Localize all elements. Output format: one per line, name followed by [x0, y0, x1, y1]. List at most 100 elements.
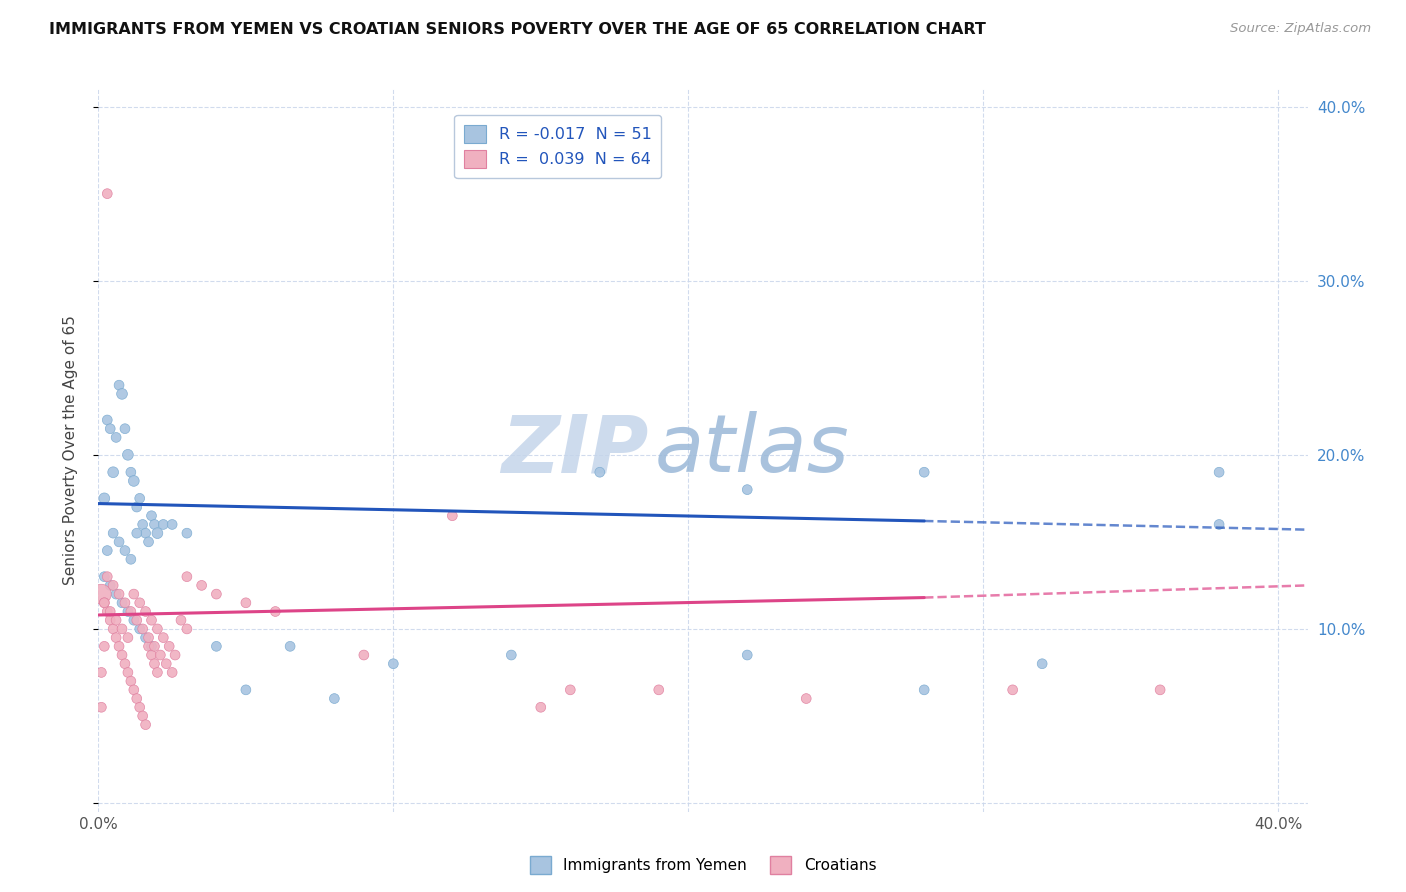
- Point: [135, 526, 157, 541]
- Text: ZIP: ZIP: [501, 411, 648, 490]
- Point: [101, 465, 124, 479]
- Point: [146, 622, 169, 636]
- Point: [135, 605, 157, 619]
- Point: [128, 622, 150, 636]
- Point: [108, 378, 131, 392]
- Point: [589, 465, 612, 479]
- Point: [165, 648, 187, 662]
- Point: [111, 622, 134, 636]
- Point: [205, 587, 228, 601]
- Point: [96, 543, 118, 558]
- Point: [111, 387, 134, 401]
- Point: [141, 640, 163, 654]
- Point: [96, 413, 118, 427]
- Point: [190, 578, 212, 592]
- Point: [117, 605, 139, 619]
- Point: [105, 587, 128, 601]
- Point: [264, 605, 287, 619]
- Point: [323, 691, 346, 706]
- Point: [90, 665, 112, 680]
- Point: [128, 491, 150, 506]
- Point: [278, 640, 301, 654]
- Point: [176, 622, 198, 636]
- Point: [96, 605, 118, 619]
- Point: [125, 691, 148, 706]
- Point: [560, 682, 582, 697]
- Point: [93, 596, 115, 610]
- Point: [353, 648, 375, 662]
- Point: [141, 648, 163, 662]
- Point: [138, 640, 160, 654]
- Point: [128, 596, 150, 610]
- Point: [157, 640, 180, 654]
- Point: [111, 648, 134, 662]
- Legend: R = -0.017  N = 51, R =  0.039  N = 64: R = -0.017 N = 51, R = 0.039 N = 64: [454, 115, 661, 178]
- Point: [141, 613, 163, 627]
- Point: [141, 508, 163, 523]
- Point: [120, 605, 142, 619]
- Point: [912, 682, 935, 697]
- Point: [441, 508, 464, 523]
- Point: [93, 596, 115, 610]
- Point: [122, 613, 145, 627]
- Point: [111, 596, 134, 610]
- Point: [117, 665, 139, 680]
- Point: [114, 657, 136, 671]
- Point: [1001, 682, 1024, 697]
- Point: [235, 682, 257, 697]
- Point: [143, 640, 166, 654]
- Point: [1208, 465, 1230, 479]
- Text: IMMIGRANTS FROM YEMEN VS CROATIAN SENIORS POVERTY OVER THE AGE OF 65 CORRELATION: IMMIGRANTS FROM YEMEN VS CROATIAN SENIOR…: [49, 22, 986, 37]
- Point: [176, 570, 198, 584]
- Point: [101, 526, 124, 541]
- Point: [117, 631, 139, 645]
- Point: [131, 709, 153, 723]
- Point: [530, 700, 553, 714]
- Point: [138, 631, 160, 645]
- Point: [205, 640, 228, 654]
- Point: [101, 622, 124, 636]
- Point: [105, 631, 128, 645]
- Point: [501, 648, 523, 662]
- Point: [117, 448, 139, 462]
- Point: [146, 665, 169, 680]
- Point: [96, 186, 118, 201]
- Point: [170, 613, 193, 627]
- Point: [90, 700, 112, 714]
- Point: [122, 682, 145, 697]
- Point: [120, 552, 142, 566]
- Point: [98, 578, 121, 592]
- Point: [93, 491, 115, 506]
- Point: [912, 465, 935, 479]
- Point: [131, 622, 153, 636]
- Point: [96, 570, 118, 584]
- Legend: Immigrants from Yemen, Croatians: Immigrants from Yemen, Croatians: [523, 850, 883, 880]
- Point: [114, 596, 136, 610]
- Point: [122, 474, 145, 488]
- Point: [138, 534, 160, 549]
- Point: [131, 517, 153, 532]
- Y-axis label: Seniors Poverty Over the Age of 65: Seniors Poverty Over the Age of 65: [63, 316, 77, 585]
- Point: [105, 613, 128, 627]
- Point: [152, 517, 174, 532]
- Point: [108, 640, 131, 654]
- Point: [108, 534, 131, 549]
- Point: [382, 657, 405, 671]
- Point: [120, 674, 142, 689]
- Point: [120, 465, 142, 479]
- Point: [114, 422, 136, 436]
- Point: [143, 517, 166, 532]
- Point: [735, 483, 758, 497]
- Point: [93, 640, 115, 654]
- Point: [235, 596, 257, 610]
- Point: [735, 648, 758, 662]
- Point: [90, 587, 112, 601]
- Point: [160, 665, 183, 680]
- Point: [135, 717, 157, 731]
- Point: [125, 613, 148, 627]
- Point: [176, 526, 198, 541]
- Point: [98, 422, 121, 436]
- Point: [1031, 657, 1053, 671]
- Point: [143, 657, 166, 671]
- Point: [93, 570, 115, 584]
